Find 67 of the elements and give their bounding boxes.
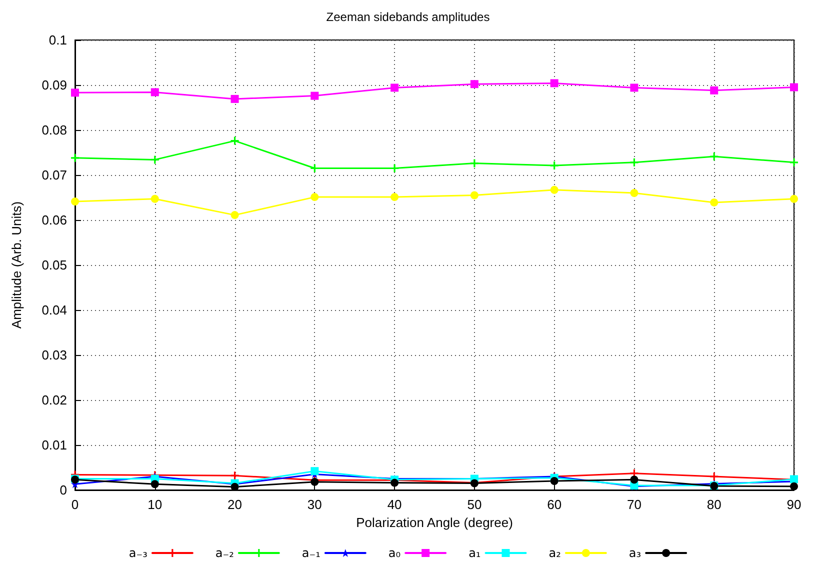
point: [790, 482, 798, 490]
y-tick-label: 0.07: [42, 168, 67, 182]
x-tick-label: 10: [148, 497, 162, 512]
point: [470, 191, 478, 200]
point: [150, 88, 159, 96]
point: [71, 198, 79, 206]
y-tick-label: 0.05: [42, 258, 67, 272]
point: [550, 477, 558, 485]
point: [710, 86, 718, 94]
point: [550, 186, 558, 194]
legend-label: a₋₁: [302, 546, 321, 560]
y-tick-label: 0.01: [42, 438, 67, 452]
x-tick-label: 0: [71, 497, 79, 512]
point: [310, 193, 319, 202]
point: [390, 193, 399, 202]
x-tick-label: 60: [547, 497, 562, 512]
x-tick-label: 80: [706, 497, 722, 512]
point: [790, 83, 798, 92]
point: [310, 467, 319, 476]
point: [630, 84, 638, 92]
x-tick-label: 20: [228, 497, 242, 512]
point: [470, 159, 478, 168]
x-tick-label: 70: [626, 497, 642, 512]
y-tick-label: 0.04: [42, 302, 67, 318]
point: [630, 189, 638, 197]
point: [710, 198, 718, 206]
legend-label: a₃: [628, 546, 642, 560]
legend-label: a₂: [548, 546, 562, 560]
y-tick-label: 0.08: [42, 122, 67, 138]
chart-title: Zeeman sidebands amplitudes: [326, 10, 490, 24]
point: [230, 136, 239, 145]
point: [550, 79, 558, 88]
y-tick-label: 0.1: [48, 32, 67, 48]
point: [790, 158, 798, 166]
x-tick-label: 90: [786, 497, 802, 512]
legend-label: a₀: [388, 546, 401, 560]
y-tick-label: 0.02: [42, 392, 67, 408]
x-axis-title: Polarization Angle (degree): [356, 514, 513, 530]
point: [630, 158, 638, 166]
x-tick-label: 30: [307, 497, 322, 512]
x-tick-label: 50: [467, 497, 482, 512]
point: [310, 92, 319, 100]
point: [150, 156, 159, 164]
point: [71, 154, 79, 162]
legend-label: a₁: [468, 546, 481, 560]
y-tick-label: 0.06: [42, 212, 67, 228]
legend-label: a₋₃: [128, 546, 148, 560]
point: [390, 478, 399, 487]
y-axis-title: Amplitude (Arb. Units): [9, 201, 24, 329]
point: [230, 211, 239, 220]
point: [230, 472, 239, 480]
point: [150, 480, 159, 488]
point: [390, 84, 399, 92]
point: [710, 152, 718, 161]
point: [150, 194, 159, 203]
point: [630, 476, 638, 484]
point: [790, 194, 798, 203]
y-tick-label: 0: [60, 482, 67, 498]
point: [470, 80, 478, 88]
point: [550, 162, 558, 170]
legend-label: a₋₂: [215, 546, 234, 560]
point: [710, 472, 718, 480]
x-tick-label: 40: [387, 497, 402, 512]
point: [71, 88, 79, 97]
point: [230, 94, 239, 103]
y-tick-label: 0.03: [42, 348, 67, 362]
y-tick-label: 0.09: [42, 78, 67, 92]
